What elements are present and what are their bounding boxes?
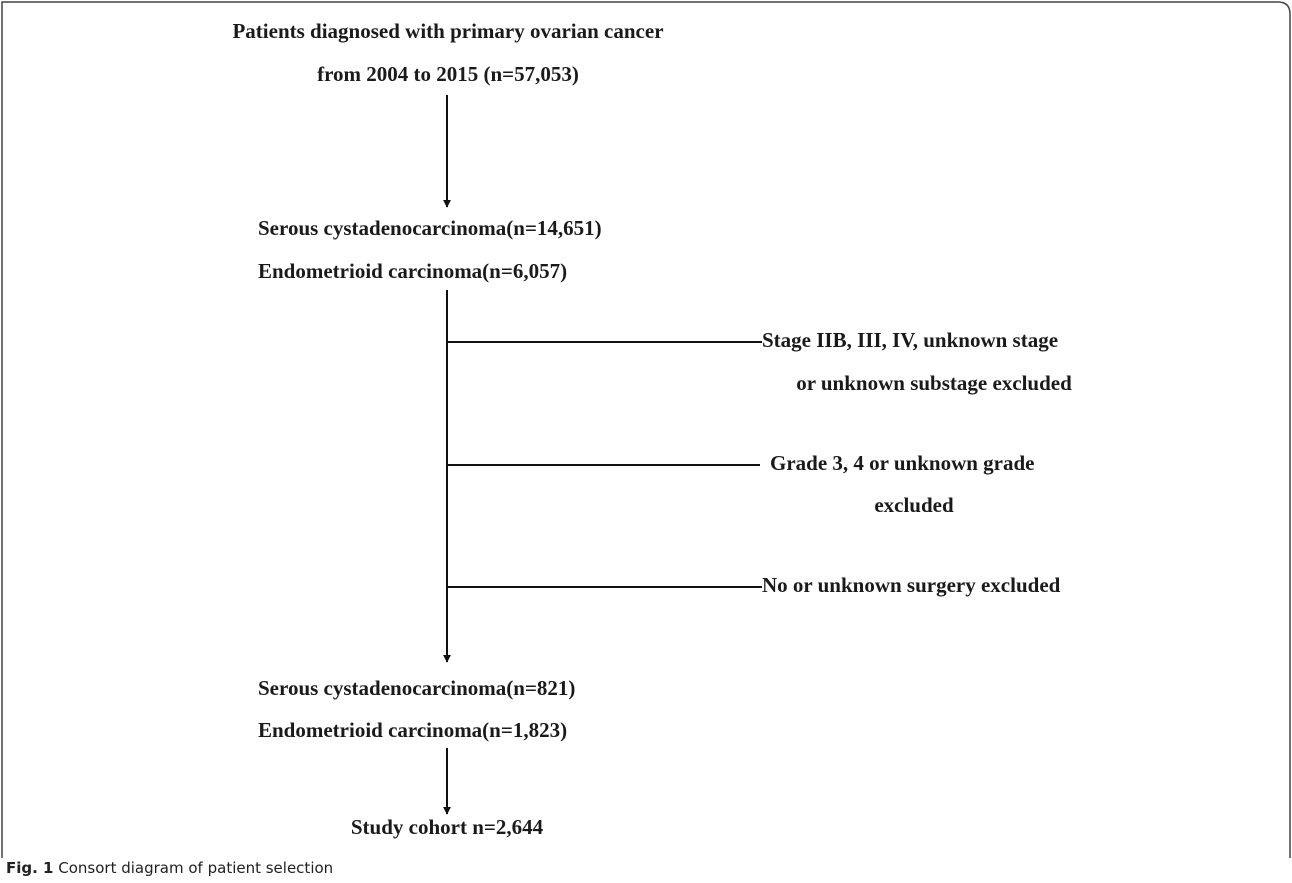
node-text: No or unknown surgery excluded (762, 573, 1061, 597)
node-text: Grade 3, 4 or unknown grade (770, 451, 1034, 475)
node-text: from 2004 to 2015 (n=57,053) (317, 62, 579, 86)
node-text: Serous cystadenocarcinoma(n=14,651) (258, 216, 602, 240)
node-text: Endometrioid carcinoma(n=1,823) (258, 718, 567, 742)
node-text: Study cohort n=2,644 (351, 815, 544, 839)
node-text: or unknown substage excluded (796, 371, 1072, 395)
node-text: Endometrioid carcinoma(n=6,057) (258, 259, 567, 283)
caption: Fig. 1 Consort diagram of patient select… (6, 859, 333, 877)
caption-label: Fig. 1 (6, 859, 53, 877)
caption-text: Consort diagram of patient selection (58, 859, 333, 877)
node-text: Patients diagnosed with primary ovarian … (232, 19, 663, 43)
node-text: Stage IIB, III, IV, unknown stage (762, 328, 1058, 352)
node-text: Serous cystadenocarcinoma(n=821) (258, 676, 575, 700)
node-text: excluded (874, 493, 954, 517)
frame (1, 1, 1291, 858)
